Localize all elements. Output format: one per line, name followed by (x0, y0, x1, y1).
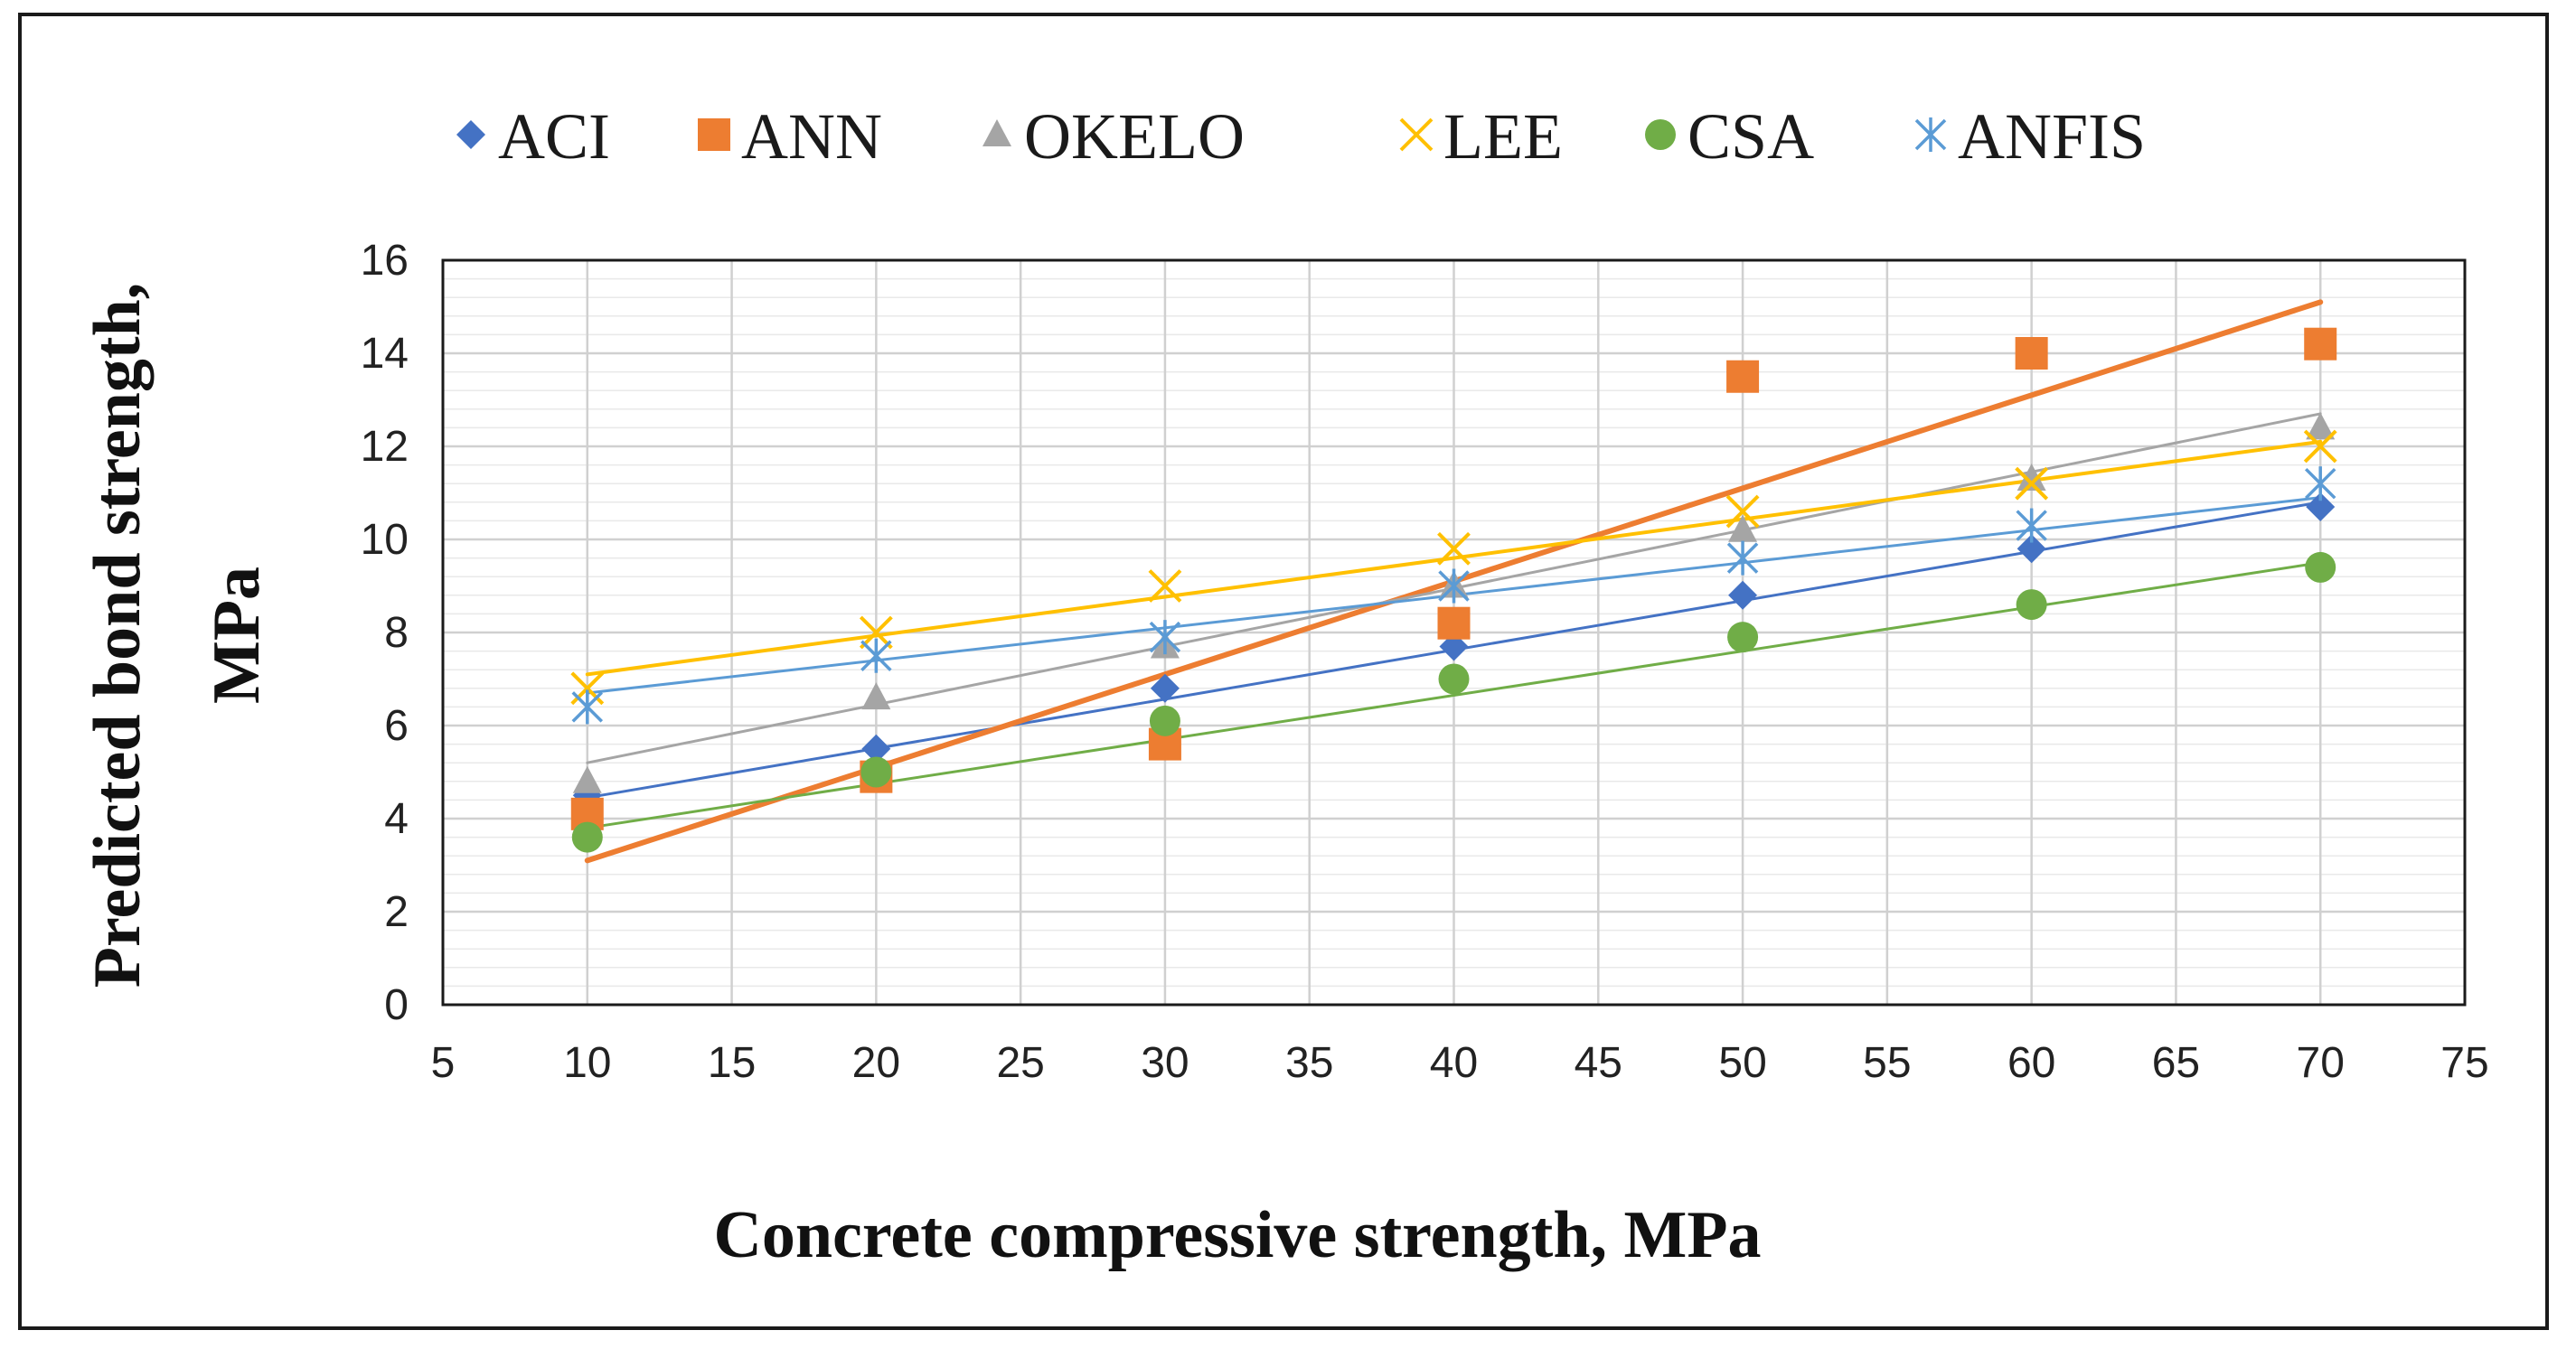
lee-point (2015, 466, 2049, 501)
y-axis-title-line-2: MPa (200, 567, 274, 704)
legend-label-aci: ACI (498, 100, 610, 173)
legend-item-anfis: ANFIS (1914, 100, 2146, 173)
aci-point (2306, 492, 2336, 521)
lee-point (1437, 531, 1471, 566)
aci-point (861, 734, 891, 763)
ann-point (2015, 337, 2048, 370)
legend: ACI ANN OKELO LEE CSA ANFIS (456, 100, 2146, 173)
aci-point (1728, 580, 1758, 610)
lee-point (2303, 429, 2337, 464)
y-axis-title: Predicted bond strength, MPa (80, 283, 274, 988)
legend-item-ann: ANN (698, 100, 882, 173)
ann-point (2304, 327, 2337, 361)
bond-strength-chart: 5 10 15 20 25 30 35 40 45 50 55 60 65 70 75 0 2 4 6 8 10 12 1… (80, 100, 2489, 1272)
x-tick-label: 60 (2007, 1039, 2055, 1087)
x-tick-label: 75 (2440, 1039, 2488, 1087)
okelo-point (1728, 514, 1758, 542)
anfis-point (860, 638, 892, 673)
csa-point (2016, 589, 2047, 621)
csa-point (2305, 551, 2336, 583)
y-tick-label: 10 (361, 516, 409, 564)
y-tick-label: 16 (361, 237, 409, 285)
legend-label-anfis: ANFIS (1958, 100, 2146, 173)
csa-point (860, 756, 892, 788)
x-tick-label: 30 (1141, 1039, 1189, 1087)
x-axis-title: Concrete compressive strength, MPa (713, 1198, 1761, 1272)
x-axis-tick-labels: 5 10 15 20 25 30 35 40 45 50 55 60 65 70 75 (431, 1039, 2489, 1087)
legend-marker-csa (1645, 119, 1676, 150)
x-tick-label: 15 (708, 1039, 756, 1087)
okelo-point (2017, 464, 2046, 492)
anfis-point (2016, 508, 2047, 543)
anfis-point (1726, 540, 1759, 576)
aci-point (1150, 673, 1180, 703)
y-tick-label: 4 (384, 795, 409, 843)
y-axis-tick-labels: 0 2 4 6 8 10 12 14 16 (361, 237, 409, 1029)
lee-point (859, 615, 893, 650)
y-axis-title-line-1: Predicted bond strength, (80, 283, 155, 988)
okelo-point (2306, 412, 2336, 440)
y-tick-label: 8 (384, 609, 409, 657)
csa-point (1727, 622, 1759, 653)
anfis-point (2304, 466, 2336, 501)
y-tick-label: 14 (361, 330, 409, 378)
legend-label-lee: LEE (1443, 100, 1563, 173)
x-tick-label: 20 (852, 1039, 900, 1087)
csa-point (1438, 663, 1470, 695)
legend-marker-ann (698, 118, 730, 151)
anfis-point (571, 689, 604, 725)
csa-point (571, 821, 603, 853)
okelo-point (861, 682, 891, 710)
okelo-point (572, 765, 602, 793)
y-tick-label: 0 (384, 981, 409, 1029)
csa-point (1149, 705, 1180, 736)
plot-area-border (441, 258, 2467, 1007)
legend-label-csa: CSA (1688, 100, 1814, 173)
x-tick-label: 10 (563, 1039, 611, 1087)
x-tick-label: 50 (1718, 1039, 1766, 1087)
legend-label-okelo: OKELO (1024, 100, 1245, 173)
figure-frame: 5 10 15 20 25 30 35 40 45 50 55 60 65 70 75 0 2 4 6 8 10 12 1… (18, 13, 2549, 1330)
x-tick-label: 5 (431, 1039, 456, 1087)
y-tick-label: 12 (361, 423, 409, 471)
data-markers (570, 327, 2337, 853)
legend-marker-aci (456, 120, 485, 149)
y-tick-label: 6 (384, 702, 409, 750)
legend-label-ann: ANN (741, 100, 882, 173)
x-tick-label: 25 (996, 1039, 1044, 1087)
y-tick-label: 2 (384, 888, 409, 936)
legend-marker-anfis (1914, 117, 1947, 152)
x-tick-label: 45 (1575, 1039, 1622, 1087)
legend-item-aci: ACI (456, 100, 610, 173)
ann-point (1437, 606, 1471, 640)
x-tick-label: 70 (2297, 1039, 2345, 1087)
legend-item-lee: LEE (1399, 100, 1563, 173)
ann-point (1726, 360, 1760, 393)
aci-point (2017, 534, 2046, 564)
anfis-point (1149, 620, 1181, 655)
legend-marker-okelo (982, 119, 1011, 146)
lee-point (1148, 569, 1182, 603)
legend-item-csa: CSA (1645, 100, 1814, 173)
lee-point (1725, 494, 1760, 529)
x-tick-label: 65 (2152, 1039, 2200, 1087)
anfis-point (1438, 568, 1470, 604)
x-tick-label: 35 (1285, 1039, 1333, 1087)
x-tick-label: 55 (1863, 1039, 1911, 1087)
legend-item-okelo: OKELO (982, 100, 1245, 173)
legend-marker-lee (1399, 117, 1434, 152)
x-tick-label: 40 (1430, 1039, 1478, 1087)
